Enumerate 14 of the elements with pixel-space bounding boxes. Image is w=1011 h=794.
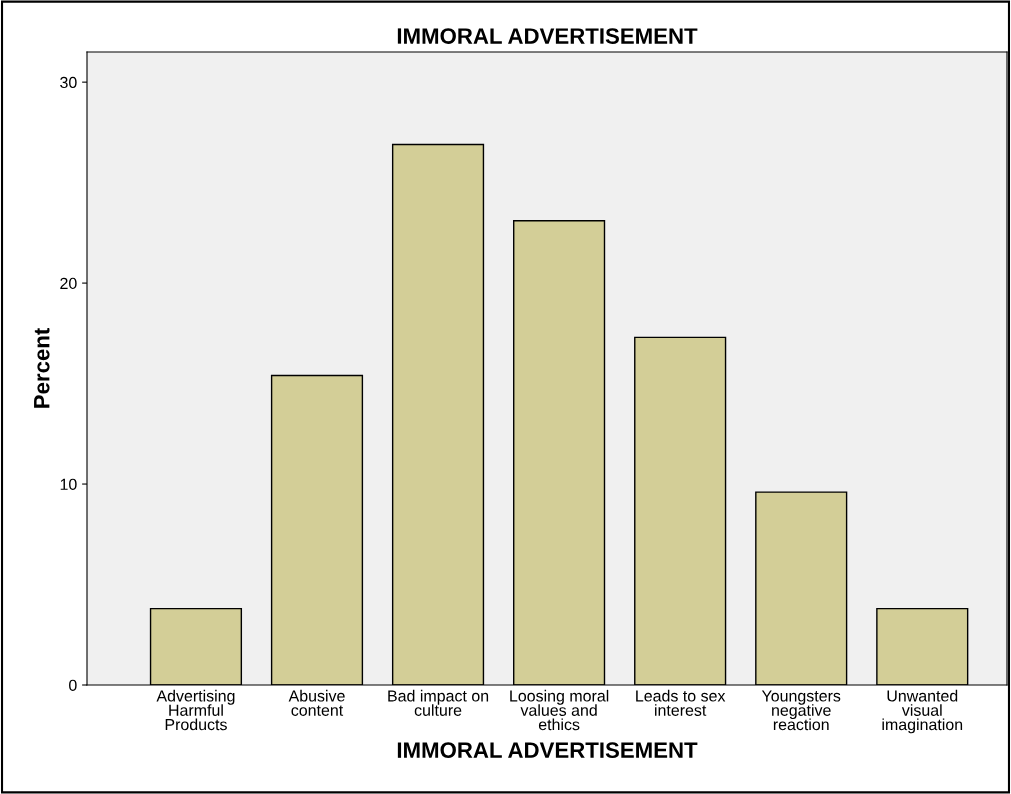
x-tick-label: Unwanted visual imagination: [882, 689, 963, 734]
y-axis-title: Percent: [34, 328, 50, 408]
chart-title: IMMORAL ADVERTISEMENT: [397, 28, 698, 44]
x-tick-label: Bad impact on culture: [388, 689, 489, 716]
x-tick-label: Advertising Harmful Products: [156, 689, 235, 731]
x-axis-title: IMMORAL ADVERTISEMENT: [397, 742, 698, 759]
x-tick-label: Abusive content: [288, 689, 345, 716]
y-tick-label: 10: [60, 478, 77, 490]
x-tick-label: Loosing moral values and ethics: [510, 689, 609, 731]
y-tick-label: 0: [69, 679, 77, 691]
y-tick-label: 20: [60, 277, 77, 290]
x-tick-label: Youngsters negative reaction: [761, 690, 841, 731]
y-tick-label: 30: [60, 76, 77, 89]
x-tick-label: Leads to sex interest: [636, 689, 726, 716]
